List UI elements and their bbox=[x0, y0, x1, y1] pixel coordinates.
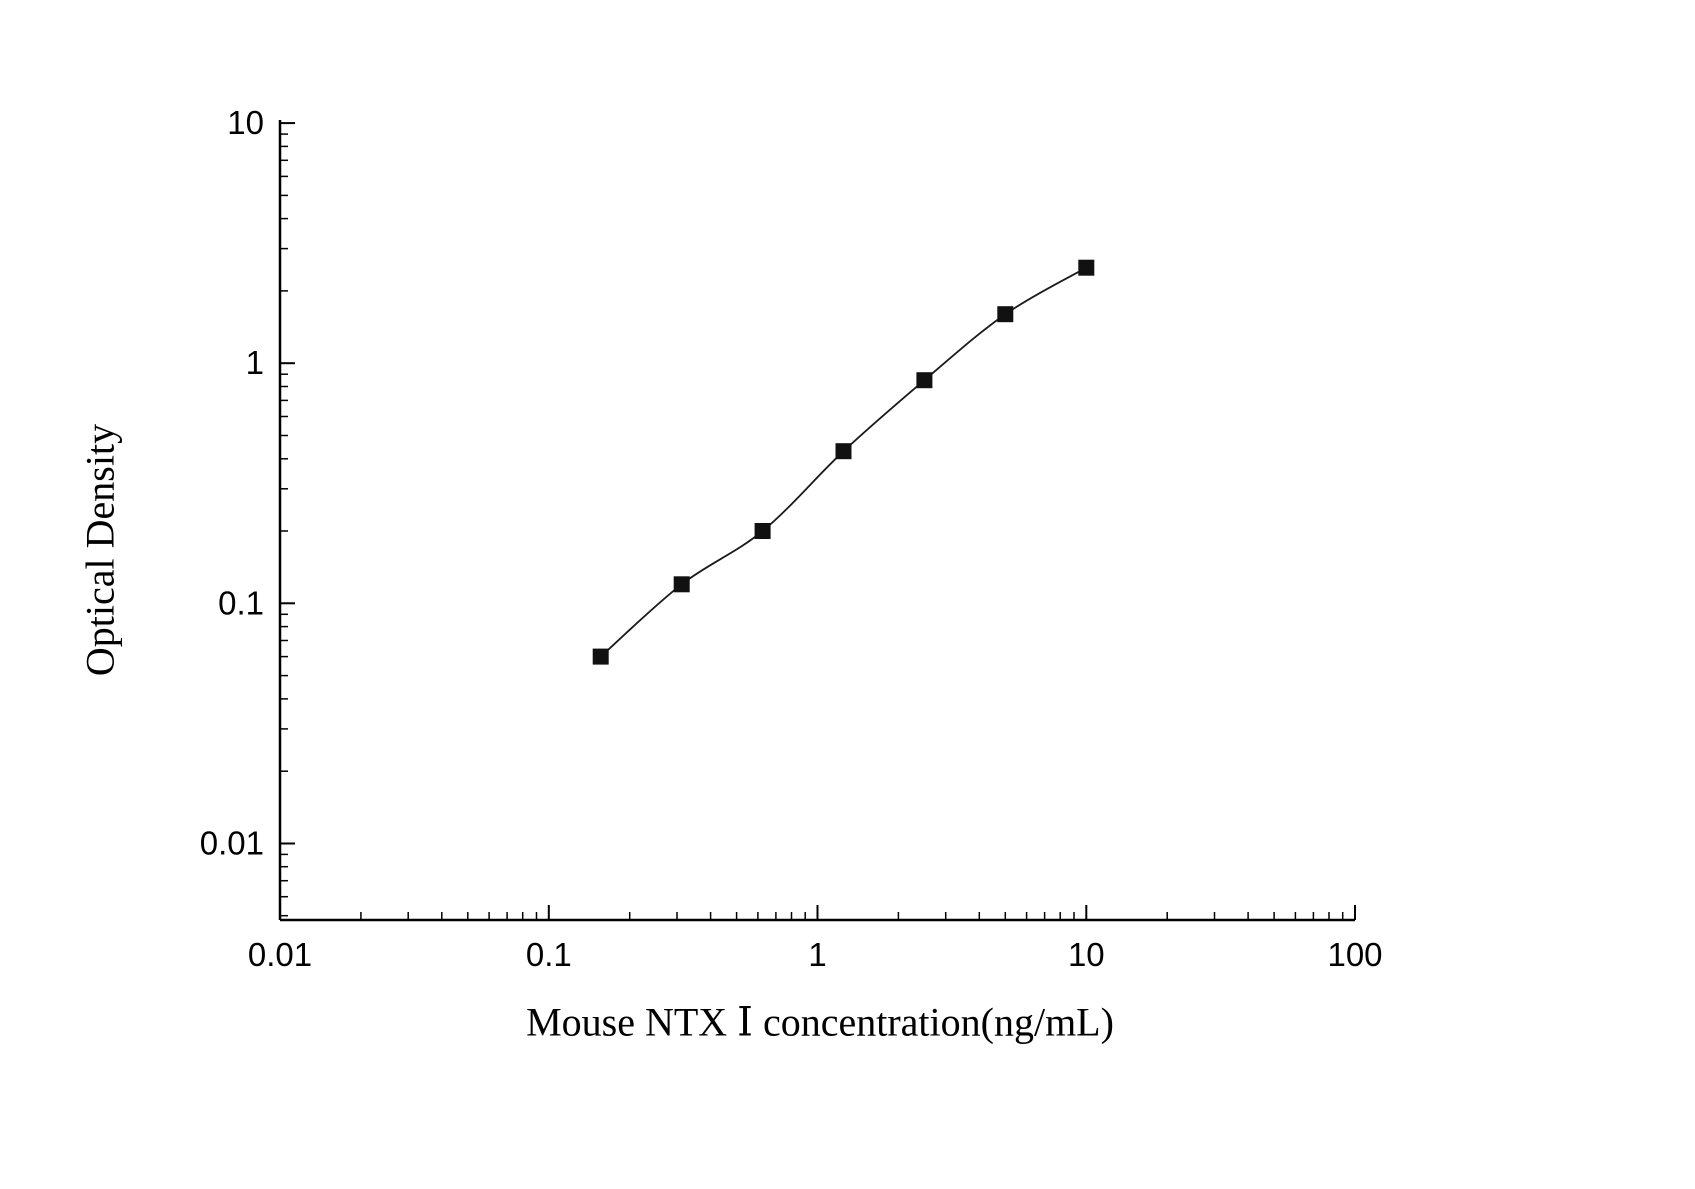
y-axis-title: Optical Density bbox=[77, 423, 123, 677]
data-point-marker bbox=[592, 648, 609, 665]
data-point-marker bbox=[997, 306, 1014, 323]
x-tick-label: 10 bbox=[1068, 936, 1105, 973]
y-tick-label: 1 bbox=[246, 344, 264, 381]
x-axis-title: Mouse NTX Ⅰ concentration(ng/mL) bbox=[526, 999, 1114, 1045]
x-tick-label: 100 bbox=[1327, 936, 1382, 973]
y-tick-label: 0.1 bbox=[218, 584, 264, 621]
y-tick-label: 10 bbox=[227, 104, 264, 141]
data-point-marker bbox=[673, 576, 690, 593]
series-curve bbox=[600, 266, 1087, 658]
data-point-marker bbox=[916, 372, 933, 389]
x-tick-label: 1 bbox=[808, 936, 826, 973]
data-point-marker bbox=[754, 523, 771, 539]
x-tick-label: 0.01 bbox=[248, 936, 312, 973]
data-point-marker bbox=[1078, 259, 1095, 276]
y-tick-label: 0.01 bbox=[200, 825, 264, 862]
x-tick-label: 0.1 bbox=[526, 936, 572, 973]
data-point-marker bbox=[835, 443, 852, 460]
